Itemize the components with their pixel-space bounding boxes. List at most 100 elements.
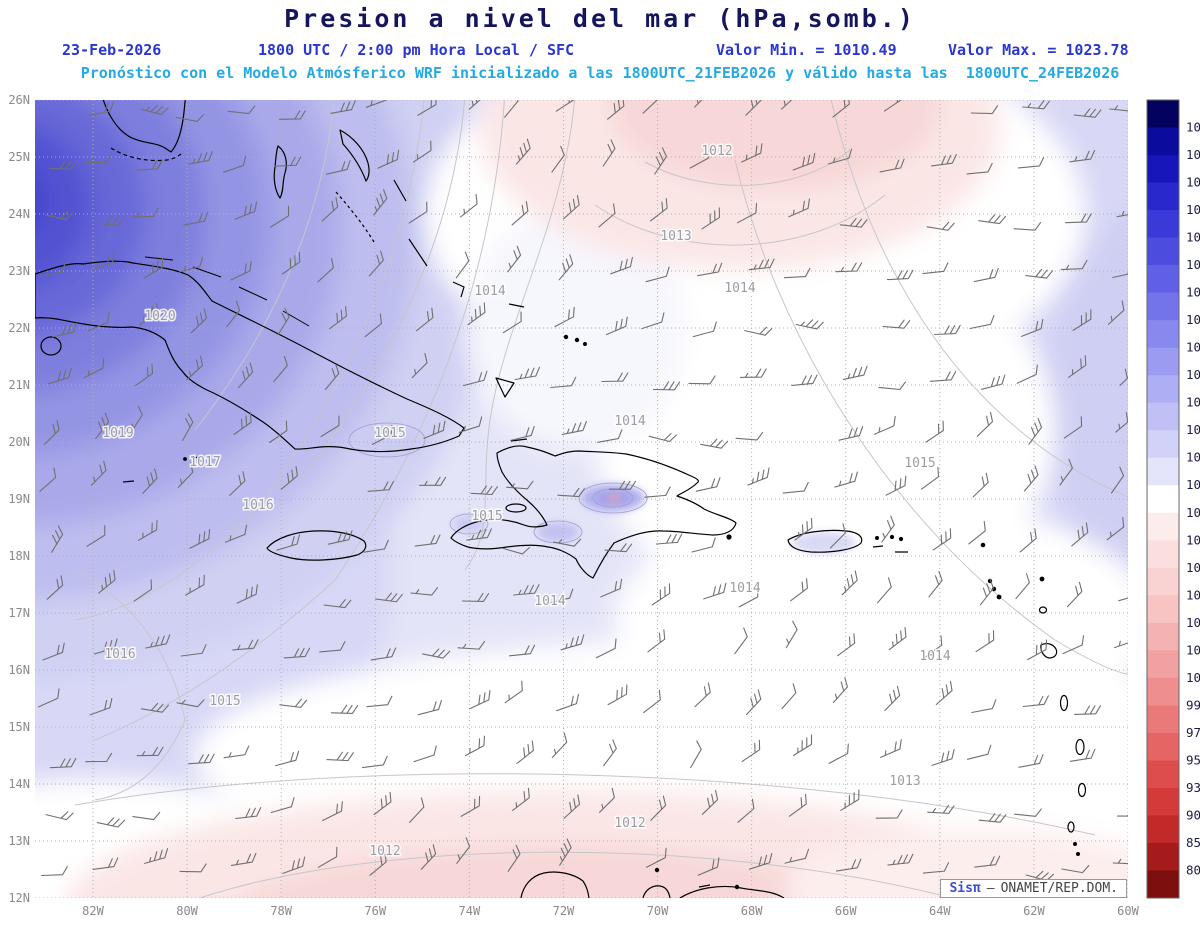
wind-barb: [608, 480, 637, 490]
x-axis-tick-label: 60W: [1117, 904, 1139, 918]
wind-barb: [467, 302, 486, 326]
wind-barb: [934, 324, 961, 336]
contour-label: 1014: [534, 594, 565, 609]
wind-barb: [227, 105, 256, 115]
header-date: 23-Feb-2026: [62, 41, 162, 59]
wind-barb: [188, 753, 215, 765]
wind-barb: [839, 217, 868, 228]
wind-barb: [736, 202, 758, 224]
wind-barb: [1112, 263, 1128, 279]
colorbar-segment: [1147, 237, 1179, 266]
colorbar-label: 850: [1186, 835, 1200, 850]
wind-barb: [701, 789, 719, 815]
wind-barb: [47, 368, 72, 385]
wind-barb: [87, 312, 110, 332]
colorbar-segment: [1147, 430, 1179, 459]
wind-barb: [1110, 466, 1125, 494]
wind-barb: [734, 627, 748, 655]
wind-barb: [976, 411, 994, 437]
wind-barb: [886, 269, 914, 281]
colorbar-segment: [1147, 347, 1179, 376]
wind-barb: [694, 682, 711, 708]
x-axis-tick-label: 68W: [741, 904, 763, 918]
wind-barb: [230, 261, 252, 281]
wind-barb: [89, 697, 113, 716]
wind-barb: [281, 251, 301, 275]
wind-barb: [642, 100, 659, 114]
wind-barb: [51, 525, 64, 553]
wind-barb: [885, 475, 907, 496]
wind-barb: [1116, 807, 1128, 817]
wind-barb: [223, 155, 247, 173]
colorbar-segment: [1147, 457, 1179, 486]
wind-barb: [1069, 149, 1096, 163]
wind-barb: [236, 584, 258, 604]
wind-barb: [1014, 808, 1042, 817]
wind-barb: [361, 755, 388, 769]
wind-barb: [785, 620, 798, 649]
wind-barb: [925, 420, 944, 443]
colorbar-segment: [1147, 842, 1179, 871]
wind-barb: [176, 699, 205, 708]
wind-barb: [369, 852, 387, 876]
wind-barb: [974, 855, 1001, 868]
wind-barb: [133, 579, 153, 602]
wind-barb: [38, 688, 60, 708]
wind-barb: [96, 817, 126, 828]
contour-label: 1014: [729, 581, 760, 596]
wind-barb: [413, 745, 437, 763]
wind-barb: [922, 262, 949, 275]
y-axis-tick-label: 17N: [8, 606, 30, 620]
wind-barb: [370, 647, 397, 661]
colorbar-label: 1017: [1186, 395, 1200, 410]
colorbar-label: 1030: [1186, 202, 1200, 217]
colorbar-label: 1019: [1186, 340, 1200, 355]
x-axis-tick-label: 72W: [553, 904, 575, 918]
colorbar-label: 1018: [1186, 367, 1200, 382]
wind-barb: [422, 648, 451, 659]
wind-barb: [790, 578, 808, 602]
wind-barb: [455, 251, 470, 279]
wind-barb: [234, 201, 258, 220]
wind-barb: [501, 547, 530, 555]
wind-barb: [461, 592, 490, 603]
wind-barb: [276, 534, 301, 551]
colorbar-segment: [1147, 485, 1179, 514]
wind-barb: [922, 862, 950, 874]
wind-barb: [83, 358, 105, 379]
colorbar-segment: [1147, 650, 1179, 679]
wind-barb: [93, 638, 118, 655]
wind-barb: [794, 517, 813, 541]
contour-label: 1013: [660, 229, 691, 244]
wind-barb: [551, 732, 568, 759]
wind-barb: [373, 189, 388, 216]
wind-barb: [563, 794, 581, 819]
wind-barb: [324, 363, 340, 391]
wind-barb: [741, 739, 761, 762]
wind-barb: [507, 245, 522, 273]
wind-barb: [327, 530, 353, 545]
wind-barb: [880, 739, 902, 758]
wind-barb: [689, 148, 710, 169]
wind-barb: [237, 362, 254, 389]
wind-barb: [92, 253, 115, 271]
x-axis-tick-label: 74W: [459, 904, 481, 918]
wind-barb: [90, 460, 107, 486]
wind-barb: [1020, 318, 1044, 337]
wind-barb: [186, 355, 203, 381]
axis-labels: 82W 80W 78W 76W 74W 72W 70W 68W 66W 64W 62W 60W 26N 2…: [8, 93, 1139, 918]
wind-barb: [364, 313, 383, 338]
colorbar-label: 1013: [1186, 505, 1200, 520]
wind-barb: [417, 100, 437, 116]
wind-barb: [144, 848, 169, 864]
wind-barb: [873, 416, 896, 435]
colorbar-segment: [1147, 677, 1179, 706]
wind-barb: [1018, 754, 1044, 768]
colorbar-label: 1015: [1186, 450, 1200, 465]
wind-barb: [132, 811, 161, 821]
x-axis-tick-label: 78W: [270, 904, 292, 918]
y-axis-tick-label: 19N: [8, 492, 30, 506]
wind-barb: [41, 866, 68, 877]
